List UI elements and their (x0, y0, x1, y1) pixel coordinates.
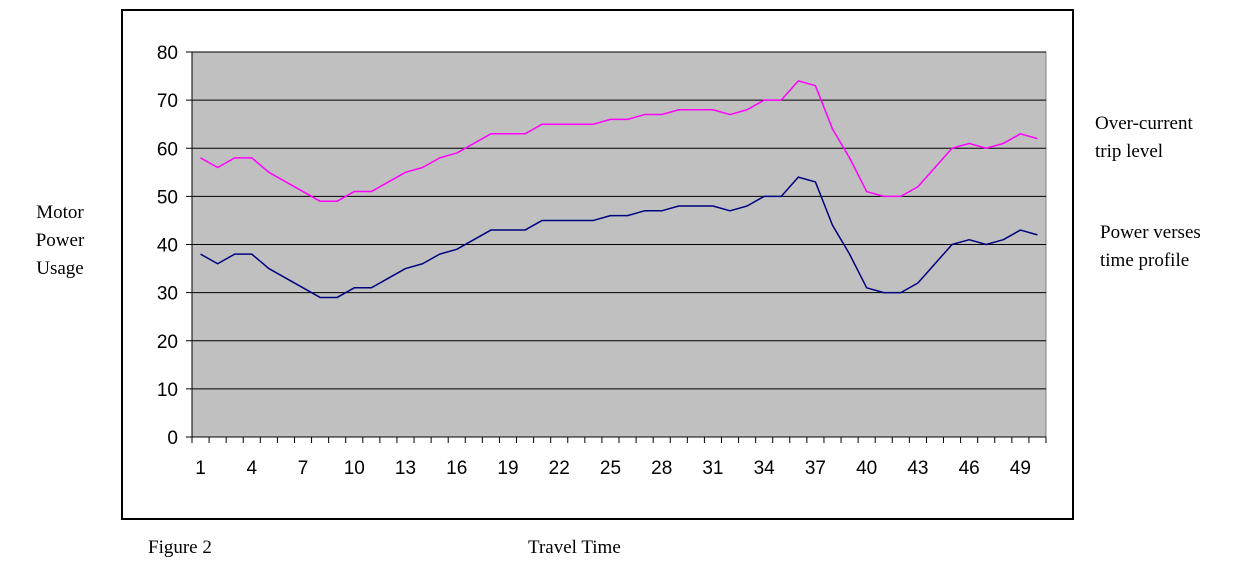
x-tick-label-25: 25 (600, 458, 621, 479)
y-axis-ticks: 0 10 20 30 40 50 60 70 80 (157, 43, 192, 449)
x-tick-label-7: 7 (298, 458, 309, 479)
y-tick-label-10: 10 (157, 380, 178, 401)
y-tick-label-60: 60 (157, 139, 178, 160)
x-tick-label-46: 46 (959, 458, 980, 479)
legend-overcurrent-line-1: Over-current (1095, 113, 1193, 134)
x-axis-ticks: 1 4 7 10 13 16 19 22 25 28 31 34 37 40 43 46 49 (191, 437, 1047, 479)
y-axis-label: Motor Power Usage (0, 199, 120, 283)
x-tick-label-49: 49 (1010, 458, 1031, 479)
x-tick-label-28: 28 (651, 458, 672, 479)
x-tick-label-1: 1 (195, 458, 206, 479)
legend-power-profile: Power verses time profile (1100, 219, 1246, 275)
x-tick-label-34: 34 (754, 458, 776, 479)
y-tick-label-70: 70 (157, 91, 178, 112)
x-tick-label-22: 22 (549, 458, 570, 479)
x-tick-label-43: 43 (907, 458, 928, 479)
grid-lines (192, 51, 1046, 390)
legend-overcurrent-line-2: trip level (1095, 141, 1164, 162)
y-tick-label-20: 20 (157, 332, 178, 353)
y-tick-label-80: 80 (157, 43, 178, 64)
y-tick-label-30: 30 (157, 284, 178, 305)
y-tick-label-0: 0 (167, 428, 178, 449)
y-axis-label-line-3: Usage (36, 258, 84, 279)
y-axis-label-line-2: Power (35, 230, 85, 251)
x-tick-label-10: 10 (344, 458, 365, 479)
figure-caption: Figure 2 (148, 537, 212, 558)
legend-power-line-2: time profile (1100, 250, 1190, 271)
legend-power-line-1: Power verses (1100, 222, 1201, 243)
x-tick-label-37: 37 (805, 458, 826, 479)
x-axis-label: Travel Time (528, 537, 621, 558)
series-line-0 (200, 80, 1038, 202)
x-tick-label-19: 19 (497, 458, 518, 479)
x-tick-label-13: 13 (395, 458, 416, 479)
x-tick-label-40: 40 (856, 458, 877, 479)
x-tick-label-16: 16 (446, 458, 467, 479)
y-tick-label-50: 50 (157, 187, 178, 208)
x-tick-label-4: 4 (246, 458, 257, 479)
series-lines (200, 80, 1038, 299)
y-tick-label-40: 40 (157, 236, 178, 257)
series-line-1 (200, 176, 1038, 299)
x-tick-label-31: 31 (702, 458, 723, 479)
y-axis-label-line-1: Motor (36, 202, 84, 223)
legend-overcurrent: Over-current trip level (1095, 110, 1246, 166)
